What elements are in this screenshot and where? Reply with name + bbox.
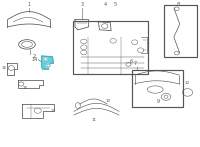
Text: 8: 8 bbox=[176, 2, 179, 7]
Bar bbox=[132, 70, 183, 107]
Circle shape bbox=[47, 64, 50, 67]
Bar bbox=[73, 21, 148, 74]
Text: 6: 6 bbox=[130, 59, 133, 64]
Text: 13: 13 bbox=[50, 109, 56, 113]
Text: 10: 10 bbox=[105, 99, 110, 103]
Text: 5: 5 bbox=[114, 2, 117, 7]
Polygon shape bbox=[42, 56, 53, 69]
Text: 3: 3 bbox=[80, 2, 83, 7]
Text: 15: 15 bbox=[23, 86, 28, 90]
Text: 7: 7 bbox=[134, 61, 137, 66]
Text: 16: 16 bbox=[1, 66, 6, 70]
Text: 12: 12 bbox=[185, 81, 190, 85]
Bar bbox=[164, 5, 197, 57]
Text: 2: 2 bbox=[32, 54, 35, 59]
Text: 1: 1 bbox=[27, 2, 31, 7]
Text: 9: 9 bbox=[157, 99, 160, 104]
Circle shape bbox=[44, 58, 47, 60]
Text: 4: 4 bbox=[104, 2, 107, 7]
Text: 11: 11 bbox=[91, 118, 96, 122]
Text: 14: 14 bbox=[32, 57, 38, 62]
